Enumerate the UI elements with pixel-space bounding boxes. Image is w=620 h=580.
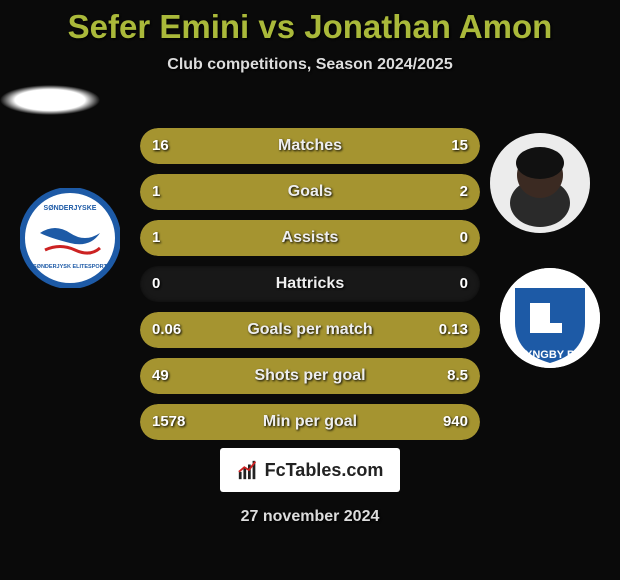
stat-row: 498.5Shots per goal	[140, 358, 480, 394]
stat-row: 10Assists	[140, 220, 480, 256]
stat-row: 12Goals	[140, 174, 480, 210]
logo-text: FcTables.com	[265, 460, 384, 481]
stat-row: 0.060.13Goals per match	[140, 312, 480, 348]
subtitle: Club competitions, Season 2024/2025	[0, 56, 620, 74]
svg-text:SØNDERJYSKE: SØNDERJYSKE	[44, 205, 97, 212]
stat-row: 00Hattricks	[140, 266, 480, 302]
fctables-logo: FcTables.com	[220, 448, 400, 492]
stat-label: Matches	[140, 128, 480, 164]
date-footer: 27 november 2024	[0, 508, 620, 526]
stat-label: Goals	[140, 174, 480, 210]
stat-row: 1615Matches	[140, 128, 480, 164]
svg-text:SØNDERJYSK ELITESPORT: SØNDERJYSK ELITESPORT	[33, 264, 108, 270]
stats-table: 1615Matches 12Goals 10Assists 00Hattricks 0.…	[140, 128, 480, 450]
stat-row: 1578940Min per goal	[140, 404, 480, 440]
club-left-crest: SØNDERJYSKE SØNDERJYSK ELITESPORT	[20, 188, 120, 288]
stat-label: Shots per goal	[140, 358, 480, 394]
player-right-avatar	[490, 133, 590, 233]
stat-label: Hattricks	[140, 266, 480, 302]
stat-label: Goals per match	[140, 312, 480, 348]
player-left-avatar	[0, 74, 100, 126]
stat-label: Min per goal	[140, 404, 480, 440]
comparison-infographic: Sefer Emini vs Jonathan Amon Club compet…	[0, 8, 620, 580]
club-right-crest: YNGBY B	[500, 268, 600, 368]
svg-text:YNGBY B: YNGBY B	[525, 349, 575, 361]
stat-label: Assists	[140, 220, 480, 256]
page-title: Sefer Emini vs Jonathan Amon	[0, 8, 620, 46]
